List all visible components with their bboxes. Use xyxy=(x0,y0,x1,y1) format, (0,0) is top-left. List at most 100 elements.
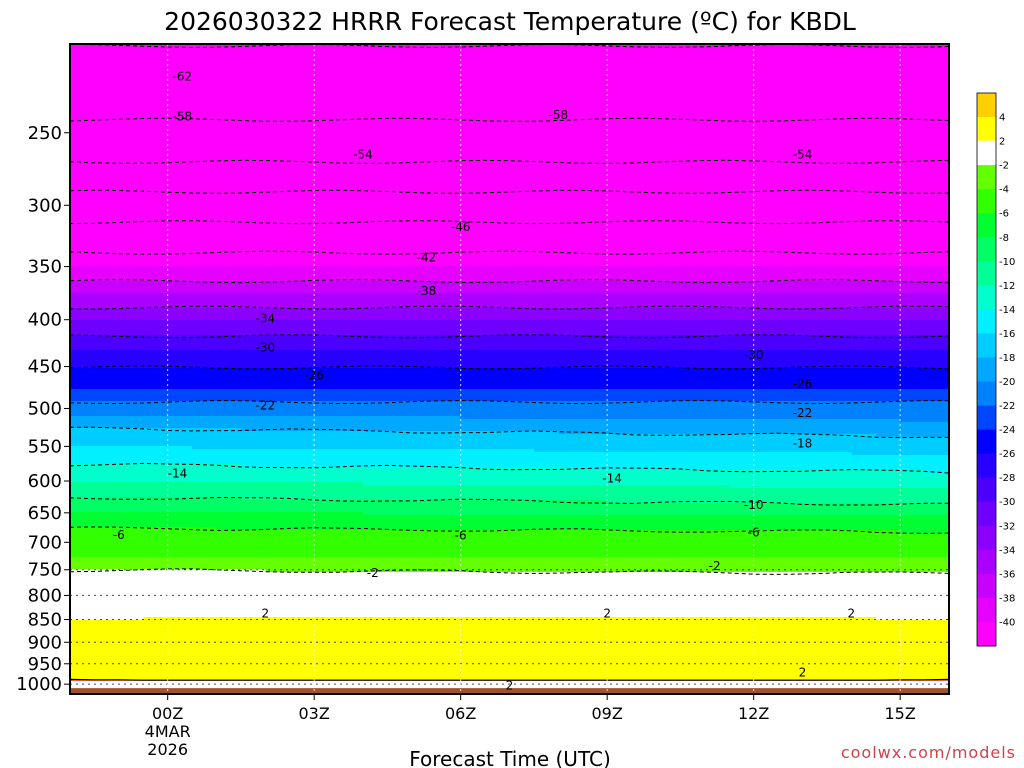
temperature-cell xyxy=(436,215,462,219)
temperature-cell xyxy=(485,95,511,99)
temperature-cell xyxy=(851,227,877,231)
temperature-cell xyxy=(436,80,462,84)
temperature-cell xyxy=(387,194,413,198)
temperature-cell xyxy=(240,161,266,165)
temperature-cell xyxy=(118,59,144,63)
temperature-cell xyxy=(851,299,877,303)
temperature-cell xyxy=(900,68,926,72)
temperature-cell xyxy=(900,254,926,258)
temperature-cell xyxy=(387,125,413,129)
temperature-cell xyxy=(94,392,120,396)
temperature-cell xyxy=(582,140,608,144)
temperature-cell xyxy=(460,254,486,258)
temperature-cell xyxy=(924,287,949,291)
temperature-cell xyxy=(289,233,315,237)
temperature-cell xyxy=(460,281,486,285)
temperature-cell xyxy=(192,248,218,252)
temperature-cell xyxy=(802,323,828,327)
temperature-cell xyxy=(314,401,340,405)
temperature-cell xyxy=(436,389,462,393)
temperature-cell xyxy=(582,392,608,396)
temperature-cell xyxy=(680,386,706,390)
temperature-cell xyxy=(192,296,218,300)
temperature-cell xyxy=(826,194,852,198)
temperature-cell xyxy=(216,191,242,195)
temperature-cell xyxy=(94,299,120,303)
temperature-cell xyxy=(656,317,681,321)
temperature-cell xyxy=(582,224,608,228)
temperature-cell xyxy=(582,299,608,303)
temperature-cell xyxy=(143,341,169,345)
temperature-cell xyxy=(485,77,511,81)
temperature-cell xyxy=(778,116,804,120)
temperature-cell xyxy=(607,365,633,369)
temperature-cell xyxy=(265,194,291,198)
temperature-cell xyxy=(656,95,681,99)
temperature-cell xyxy=(826,197,852,201)
temperature-cell xyxy=(94,212,120,216)
temperature-cell xyxy=(802,305,828,309)
temperature-cell xyxy=(631,188,657,192)
temperature-cell xyxy=(680,302,706,306)
temperature-cell xyxy=(900,362,926,366)
temperature-cell xyxy=(509,275,535,279)
temperature-cell xyxy=(216,77,242,81)
temperature-cell xyxy=(240,317,266,321)
temperature-cell xyxy=(411,392,437,396)
temperature-cell xyxy=(509,248,535,252)
temperature-cell xyxy=(802,248,828,252)
temperature-cell xyxy=(778,230,804,234)
temperature-cell xyxy=(802,86,828,90)
temperature-cell xyxy=(216,314,242,318)
temperature-cell xyxy=(533,77,559,81)
temperature-cell xyxy=(485,254,511,258)
temperature-cell xyxy=(338,155,364,159)
temperature-cell xyxy=(338,269,364,273)
temperature-cell xyxy=(70,200,95,204)
temperature-cell xyxy=(314,356,340,360)
temperature-cell xyxy=(338,188,364,192)
temperature-cell xyxy=(851,359,877,363)
temperature-cell xyxy=(94,329,120,333)
temperature-cell xyxy=(338,434,364,438)
temperature-cell xyxy=(387,170,413,174)
temperature-cell xyxy=(729,149,755,153)
temperature-cell xyxy=(118,404,144,408)
temperature-cell xyxy=(533,410,559,414)
temperature-cell xyxy=(436,149,462,153)
temperature-cell xyxy=(143,410,169,414)
temperature-cell xyxy=(607,353,633,357)
temperature-cell xyxy=(411,296,437,300)
temperature-cell xyxy=(778,287,804,291)
temperature-cell xyxy=(240,101,266,105)
temperature-cell xyxy=(387,248,413,252)
temperature-cell xyxy=(851,383,877,387)
temperature-cell xyxy=(704,380,730,384)
temperature-cell xyxy=(411,200,437,204)
temperature-cell xyxy=(265,206,291,210)
temperature-cell xyxy=(363,107,388,111)
temperature-cell xyxy=(216,254,242,258)
temperature-cell xyxy=(216,371,242,375)
temperature-cell xyxy=(533,59,559,63)
temperature-cell xyxy=(656,236,681,240)
temperature-cell xyxy=(411,104,437,108)
temperature-cell xyxy=(900,332,926,336)
temperature-cell xyxy=(607,263,633,267)
temperature-cell xyxy=(167,59,193,63)
temperature-cell xyxy=(143,44,169,48)
temperature-cell xyxy=(338,68,364,72)
temperature-cell xyxy=(363,374,388,378)
temperature-cell xyxy=(436,398,462,402)
temperature-cell xyxy=(607,389,633,393)
temperature-cell xyxy=(753,56,779,60)
temperature-cell xyxy=(753,113,779,117)
temperature-cell xyxy=(338,224,364,228)
temperature-cell xyxy=(289,206,315,210)
temperature-cell xyxy=(509,383,535,387)
temperature-cell xyxy=(192,221,218,225)
temperature-cell xyxy=(167,449,193,453)
temperature-cell xyxy=(558,248,584,252)
temperature-cell xyxy=(436,422,462,426)
temperature-cell xyxy=(216,407,242,411)
